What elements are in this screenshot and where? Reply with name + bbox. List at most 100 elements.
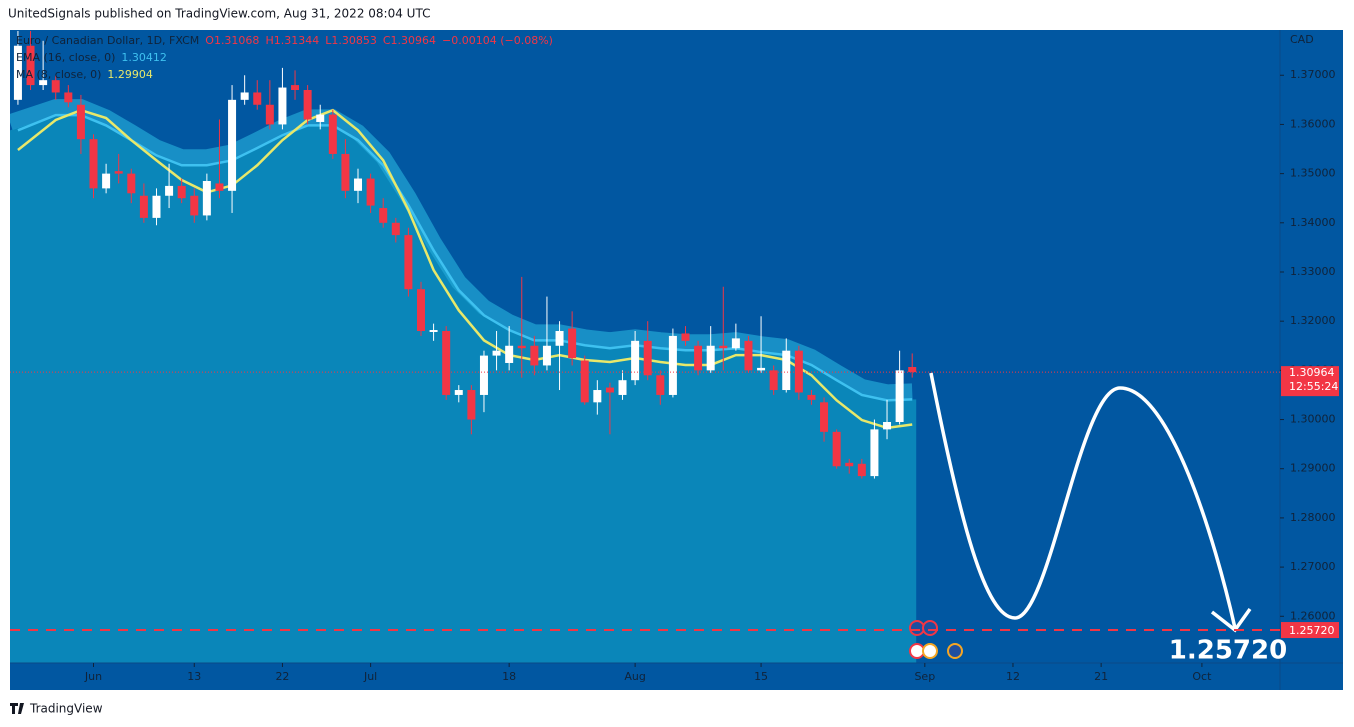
candle-body	[580, 360, 589, 403]
candle-body	[782, 350, 791, 391]
candle-body	[316, 114, 325, 122]
candle-body	[757, 367, 766, 371]
target-annotation: 1.25720	[1169, 636, 1287, 666]
ohlc-value: O1.31068	[205, 34, 259, 47]
x-tick-label: 18	[502, 670, 516, 683]
symbol-title: Euro / Canadian Dollar, 1D, FXCM	[16, 34, 199, 47]
candle-body	[593, 390, 602, 403]
candle-body	[845, 462, 854, 467]
candle-body	[769, 370, 778, 391]
candle-body	[127, 173, 136, 194]
x-tick-label: Jul	[363, 670, 377, 683]
candle-body	[479, 355, 488, 395]
candle-body	[542, 345, 551, 366]
candle-body	[820, 402, 829, 432]
ohlc-value: C1.30964	[383, 34, 436, 47]
candle-body	[505, 345, 514, 363]
candle-body	[908, 367, 917, 373]
candle-body	[643, 340, 652, 376]
indicator-name: MA (8, close, 0)	[16, 68, 101, 81]
candle-body	[530, 345, 539, 366]
indicator-value: 1.29904	[107, 68, 153, 81]
candle-body	[467, 390, 476, 420]
candle-body	[857, 463, 866, 477]
candle-body	[26, 45, 35, 86]
indicator-value: 1.30412	[121, 51, 167, 64]
x-tick-label: 12	[1006, 670, 1020, 683]
candle-body	[870, 429, 879, 477]
y-tick-label: 1.35000	[1290, 167, 1336, 180]
candle-body	[177, 185, 186, 199]
candle-body	[895, 370, 904, 422]
price-tag-countdown: 12:55:24	[1289, 380, 1338, 393]
candle-body	[416, 289, 425, 332]
candle-body	[442, 331, 451, 395]
candle-body	[883, 421, 892, 430]
candle-body	[807, 394, 816, 400]
candle-body	[681, 333, 690, 341]
candle-body	[366, 178, 375, 206]
ohlc-value: L1.30853	[325, 34, 377, 47]
price-change: −0.00104 (−0.08%)	[442, 34, 553, 47]
x-tick-label: Sep	[914, 670, 935, 683]
x-tick-label: Oct	[1192, 670, 1212, 683]
candle-body	[794, 350, 803, 393]
candle-body	[631, 340, 640, 381]
y-tick-label: 1.30000	[1290, 413, 1336, 426]
currency-label: CAD	[1290, 33, 1314, 46]
indicator-line	[17, 108, 913, 430]
indicator-name: EMA (16, close, 0)	[16, 51, 115, 64]
y-tick-label: 1.27000	[1290, 560, 1336, 573]
price-tag-label: 1.30964	[1289, 366, 1335, 379]
candle-body	[492, 350, 501, 356]
candle-body	[404, 235, 413, 290]
y-tick-label: 1.29000	[1290, 462, 1336, 475]
candle-body	[202, 180, 211, 216]
candle-body	[51, 80, 60, 93]
candle-body	[102, 173, 111, 189]
target-tag-label: 1.25720	[1289, 624, 1335, 637]
candle-body	[139, 195, 148, 218]
candle-body	[76, 104, 85, 140]
y-tick-label: 1.37000	[1290, 68, 1336, 81]
candle-body	[165, 185, 174, 196]
target-tag	[1281, 622, 1339, 639]
candle-body	[656, 375, 665, 395]
candle-body	[517, 345, 526, 349]
candle-body	[832, 431, 841, 467]
candle-body	[89, 139, 98, 189]
candle-body	[303, 90, 312, 120]
candle-body	[39, 80, 48, 86]
candle-body	[429, 330, 438, 332]
candle-body	[605, 387, 614, 393]
candle-body	[328, 114, 337, 154]
candle-body	[341, 153, 350, 191]
candle-body	[555, 331, 564, 346]
y-tick-label: 1.28000	[1290, 511, 1336, 524]
candle-body	[64, 92, 73, 103]
candle-body	[668, 335, 677, 395]
candle-body	[291, 85, 300, 91]
candle-body	[278, 87, 287, 125]
published-note: UnitedSignals published on TradingView.c…	[8, 7, 430, 21]
y-tick-label: 1.33000	[1290, 265, 1336, 278]
x-tick-label: Aug	[624, 670, 645, 683]
brand: TradingView	[29, 702, 103, 716]
x-tick-label: 22	[275, 670, 289, 683]
candle-body	[731, 338, 740, 349]
candle-body	[265, 104, 274, 125]
candle-body	[114, 171, 123, 174]
event-icons	[909, 620, 963, 659]
candle-body	[379, 208, 388, 223]
x-tick-label: 15	[754, 670, 768, 683]
candle-body	[719, 345, 728, 349]
candle-body	[568, 328, 577, 359]
x-tick-label: 21	[1094, 670, 1108, 683]
price-tag	[1281, 366, 1339, 397]
x-tick-label: 13	[187, 670, 201, 683]
candle-body	[253, 92, 262, 105]
candle-body	[618, 380, 627, 395]
candle-body	[215, 183, 224, 191]
plot-area	[10, 30, 917, 663]
forecast-curve	[929, 372, 1237, 629]
